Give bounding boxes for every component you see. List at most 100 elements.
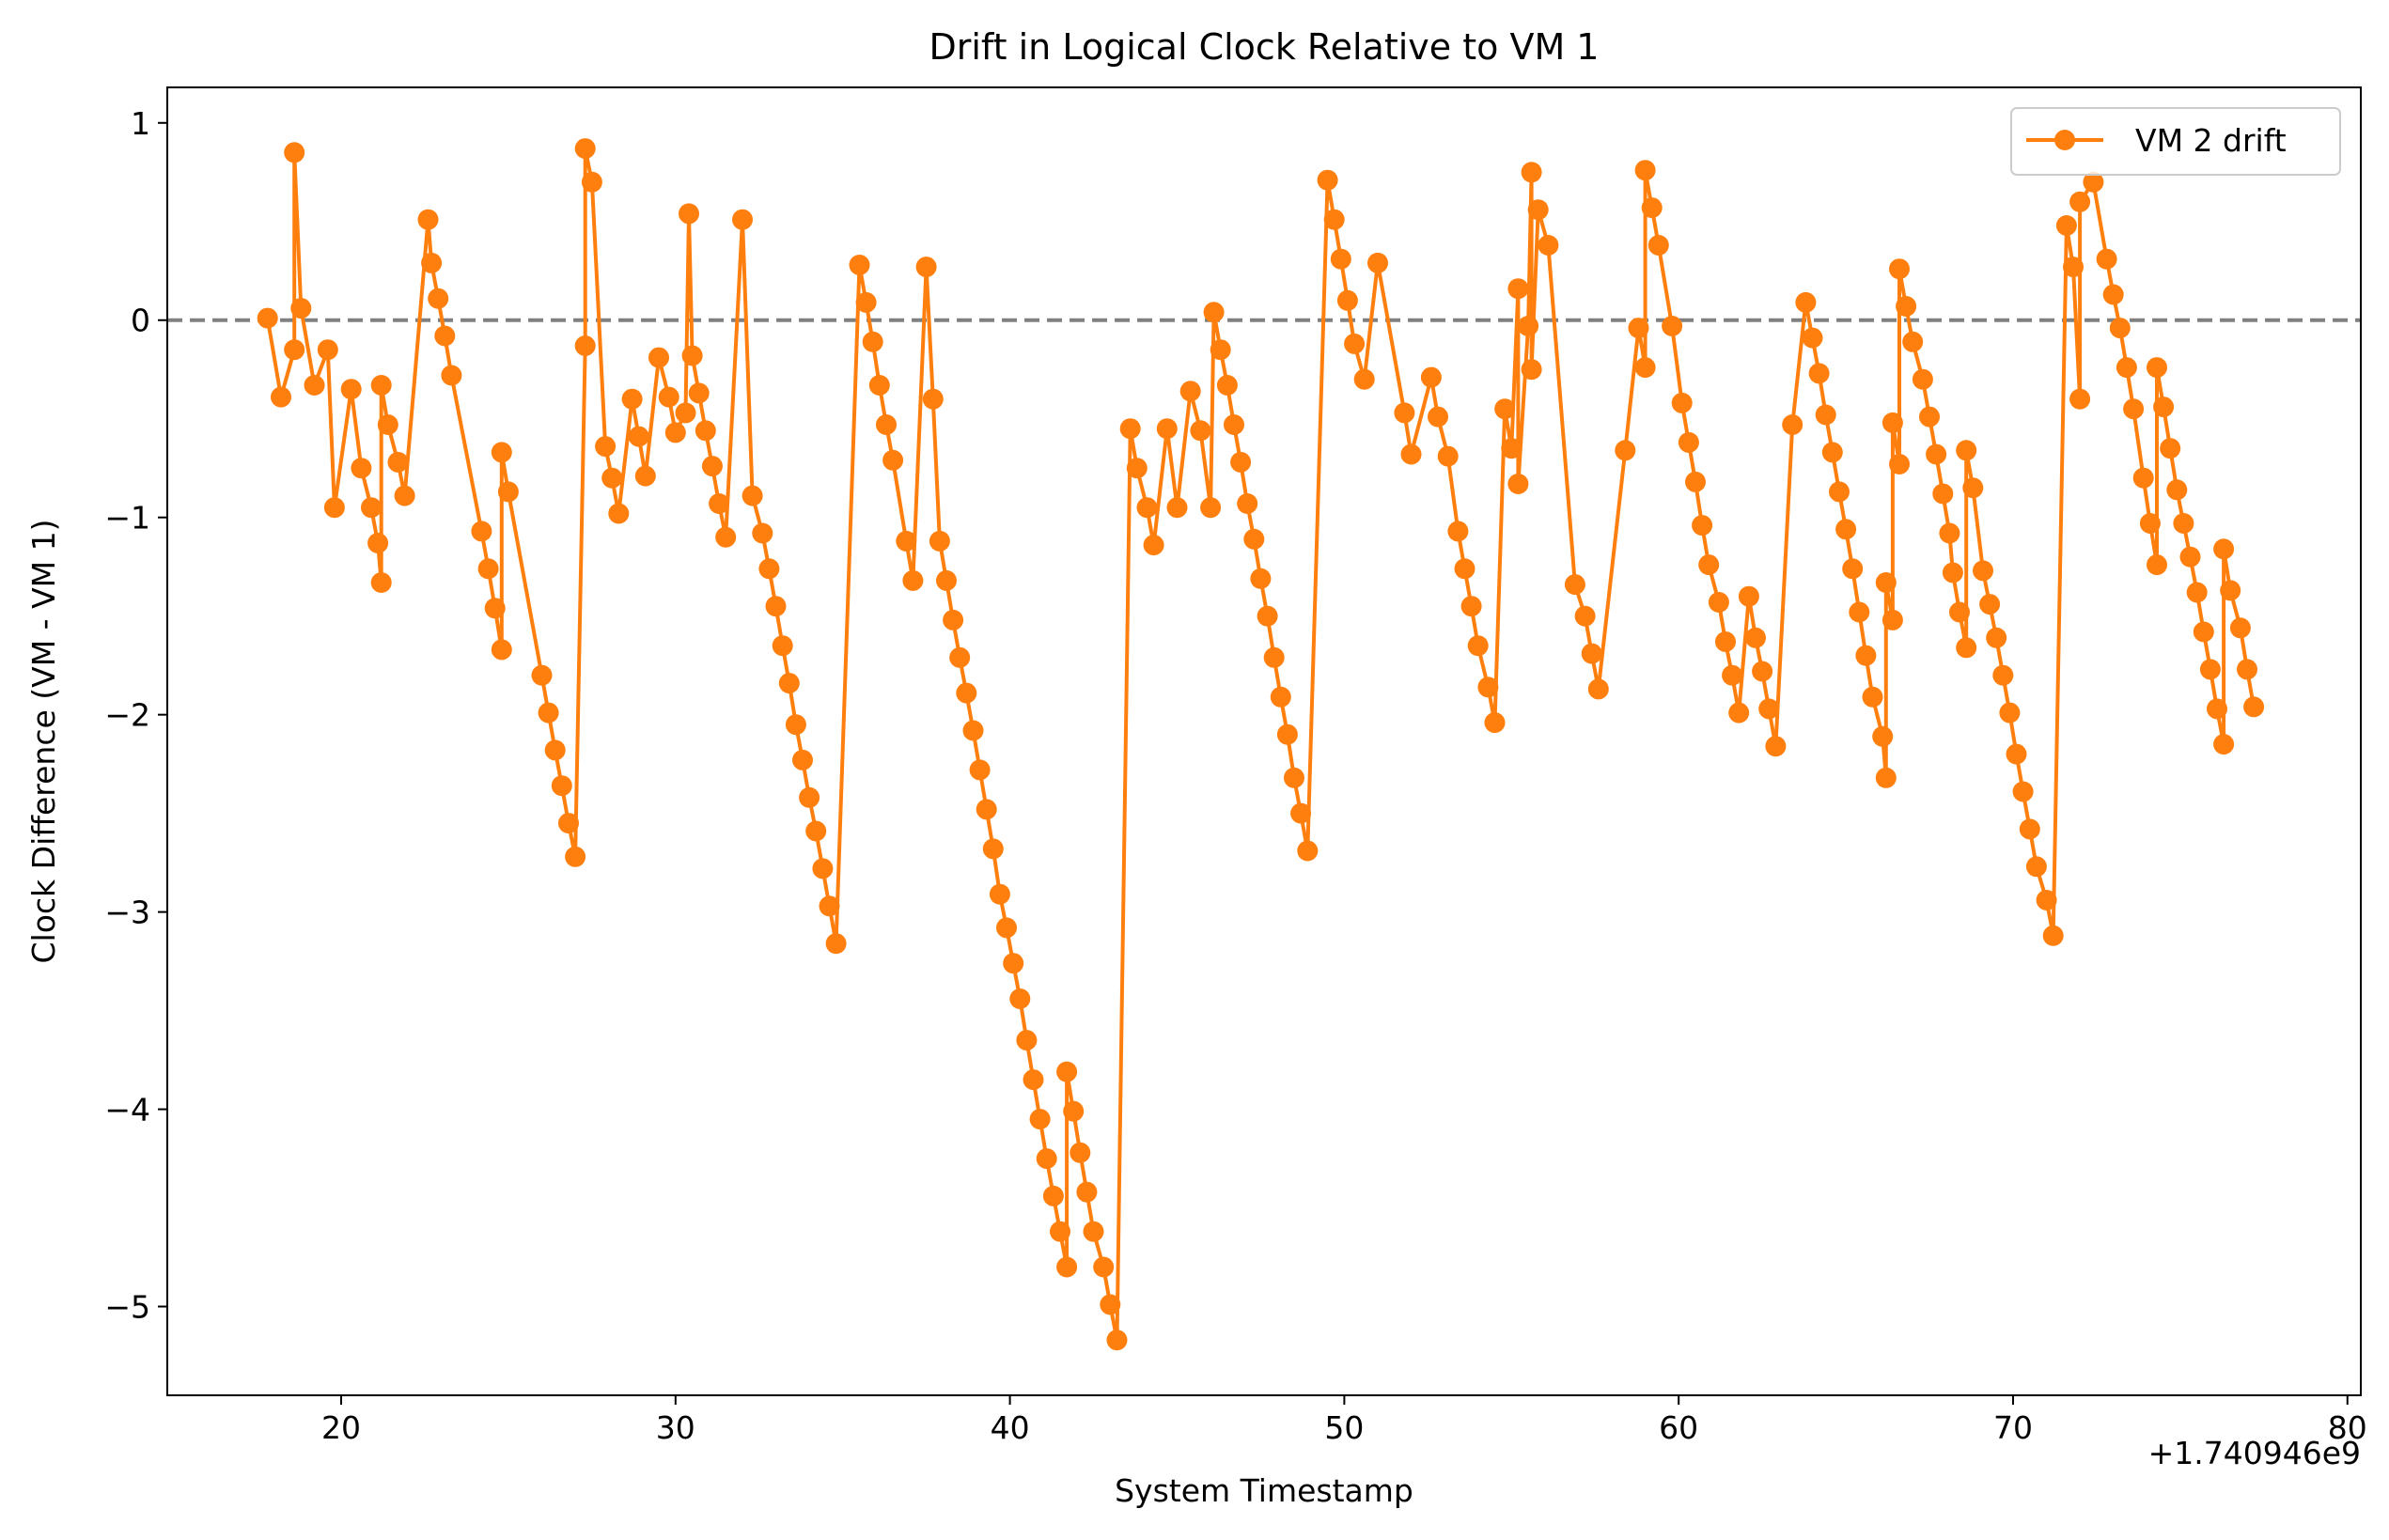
data-point (1100, 1294, 1121, 1315)
data-point (1276, 723, 1298, 745)
data-point (284, 142, 305, 163)
data-point (799, 786, 820, 808)
data-point (1353, 368, 1375, 390)
data-point (949, 646, 971, 668)
data-point (1394, 402, 1415, 424)
data-point (1447, 521, 1469, 542)
data-point (1521, 359, 1542, 381)
data-point (1437, 445, 1459, 467)
data-point (876, 414, 897, 435)
data-point (1647, 235, 1669, 256)
chart-title: Drift in Logical Clock Relative to VM 1 (929, 26, 1599, 68)
data-point (812, 858, 834, 879)
data-point (2237, 659, 2257, 680)
data-point (1752, 661, 1773, 682)
data-point (1143, 535, 1164, 556)
data-point (2042, 925, 2064, 946)
data-point (595, 436, 617, 458)
data-point (1678, 431, 1699, 453)
data-point (2116, 357, 2137, 379)
y-tick-label: 0 (131, 303, 150, 339)
data-point (805, 820, 827, 842)
x-tick-label: 40 (991, 1409, 1030, 1446)
data-point (1467, 635, 1489, 657)
data-point (658, 386, 679, 408)
data-point (434, 325, 456, 347)
data-point (855, 291, 877, 313)
data-point (1284, 767, 1304, 788)
data-point (1956, 637, 1977, 659)
data-point (367, 533, 389, 553)
data-point (2025, 856, 2047, 878)
data-point (1179, 381, 1201, 402)
data-point (1501, 438, 1522, 459)
data-point (825, 933, 847, 955)
data-point (1056, 1256, 1078, 1278)
x-tick-label: 60 (1659, 1409, 1698, 1446)
data-point (709, 493, 730, 514)
data-point (2147, 554, 2167, 576)
data-point (1036, 1148, 1057, 1170)
data-point (1484, 712, 1506, 734)
data-point (2139, 513, 2161, 534)
data-point (976, 799, 997, 820)
data-point (2207, 698, 2227, 720)
plot-frame (166, 86, 2362, 1396)
data-point (1671, 392, 1693, 413)
data-point (1297, 840, 1319, 862)
data-point (2173, 513, 2194, 534)
y-tick-label: −4 (104, 1092, 150, 1128)
data-point (417, 209, 439, 230)
data-point (1849, 601, 1870, 623)
data-point (538, 702, 559, 723)
data-point (732, 209, 753, 230)
y-tick-label: −5 (104, 1289, 150, 1326)
data-point (1538, 235, 1559, 256)
data-point (1023, 1069, 1044, 1091)
data-point (361, 497, 382, 519)
data-point (1290, 802, 1312, 824)
data-point (1224, 414, 1244, 435)
data-point (1889, 454, 1910, 474)
data-point (1230, 451, 1252, 473)
data-point (491, 442, 512, 463)
data-point (2199, 659, 2221, 680)
data-point (628, 426, 649, 447)
data-point (896, 530, 917, 552)
data-point (1708, 592, 1729, 613)
data-point (1460, 596, 1482, 617)
data-point (544, 739, 566, 761)
data-point (688, 382, 710, 404)
data-point (1507, 278, 1529, 300)
data-point (715, 526, 737, 548)
data-point (565, 846, 586, 867)
data-point (648, 347, 669, 368)
data-point (2193, 621, 2214, 643)
data-point (1367, 252, 1388, 273)
data-point (1692, 515, 1713, 537)
data-point (1400, 443, 1422, 465)
data-point (1237, 493, 1258, 514)
data-point (1628, 318, 1649, 339)
data-point (2055, 215, 2077, 236)
data-point (989, 883, 1010, 905)
data-point (1698, 554, 1720, 576)
data-point (1889, 258, 1910, 280)
x-axis-offset-label: +1.740946e9 (2148, 1435, 2361, 1471)
data-point (1210, 339, 1231, 361)
data-point (664, 422, 686, 443)
data-point (558, 813, 579, 834)
data-point (1009, 988, 1031, 1009)
data-point (2213, 538, 2235, 560)
data-point (2186, 582, 2208, 603)
data-point (601, 467, 623, 489)
data-point (370, 375, 392, 396)
data-point (1815, 404, 1836, 426)
data-point (929, 530, 950, 552)
data-point (1662, 316, 1683, 336)
data-point (1119, 418, 1141, 440)
data-point (1634, 357, 1656, 379)
data-point (1029, 1109, 1051, 1130)
